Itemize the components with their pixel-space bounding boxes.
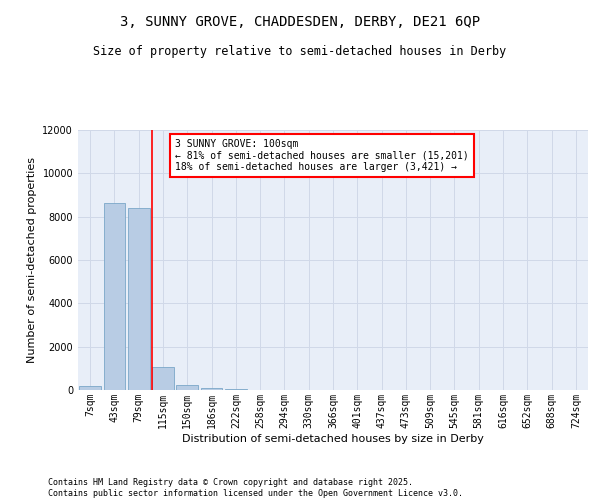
Y-axis label: Number of semi-detached properties: Number of semi-detached properties [27, 157, 37, 363]
Bar [152, 367, 174, 390]
Bar [104, 202, 125, 390]
Bar [200, 388, 223, 390]
Text: 3 SUNNY GROVE: 100sqm
← 81% of semi-detached houses are smaller (15,201)
18% of : 3 SUNNY GROVE: 100sqm ← 81% of semi-deta… [175, 138, 469, 172]
Bar [128, 208, 149, 390]
Text: Size of property relative to semi-detached houses in Derby: Size of property relative to semi-detach… [94, 45, 506, 58]
Bar [176, 384, 198, 390]
X-axis label: Distribution of semi-detached houses by size in Derby: Distribution of semi-detached houses by … [182, 434, 484, 444]
Bar [79, 386, 101, 390]
Text: Contains HM Land Registry data © Crown copyright and database right 2025.
Contai: Contains HM Land Registry data © Crown c… [48, 478, 463, 498]
Text: 3, SUNNY GROVE, CHADDESDEN, DERBY, DE21 6QP: 3, SUNNY GROVE, CHADDESDEN, DERBY, DE21 … [120, 15, 480, 29]
